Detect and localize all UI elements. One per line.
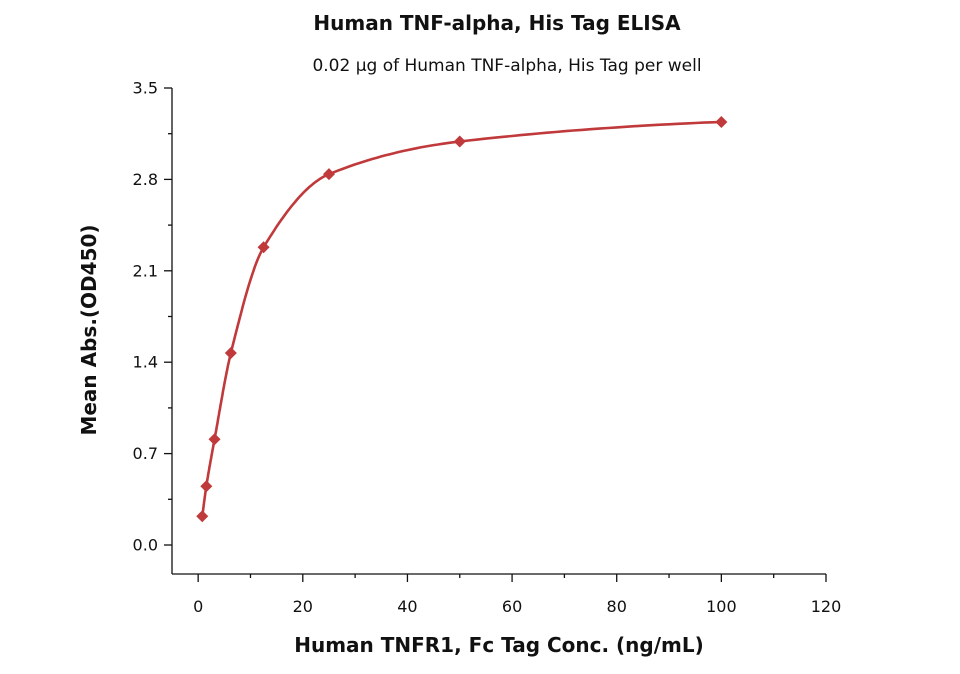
y-tick-label: 2.1 (133, 261, 158, 280)
y-axis-ticks: 0.0 0.7 1.4 2.1 2.8 3.5 (133, 79, 172, 555)
data-point (200, 480, 213, 493)
data-points (196, 115, 728, 523)
x-tick-label: 120 (811, 597, 842, 616)
data-point (208, 433, 221, 446)
x-tick-label: 40 (397, 597, 417, 616)
data-point (453, 135, 466, 148)
chart-title: Human TNF-alpha, His Tag ELISA (313, 11, 681, 35)
data-point (196, 510, 209, 523)
y-tick-label: 0.0 (133, 536, 158, 555)
x-tick-label: 80 (607, 597, 627, 616)
data-point (257, 241, 270, 254)
data-point (224, 347, 237, 360)
y-tick-label: 3.5 (133, 79, 158, 98)
x-tick-label: 60 (502, 597, 522, 616)
x-tick-label: 20 (293, 597, 313, 616)
fit-curve (200, 120, 722, 517)
data-point (322, 168, 335, 181)
y-axis-label: Mean Abs.(OD450) (77, 224, 101, 435)
data-point (715, 115, 728, 128)
chart-subtitle: 0.02 µg of Human TNF-alpha, His Tag per … (312, 56, 701, 76)
x-axis-ticks: 0 20 40 60 80 100 120 (193, 574, 841, 616)
y-tick-label: 0.7 (133, 444, 158, 463)
x-tick-label: 100 (706, 597, 737, 616)
y-tick-label: 2.8 (133, 170, 158, 189)
x-tick-label: 0 (193, 597, 203, 616)
x-axis-label: Human TNFR1, Fc Tag Conc. (ng/mL) (294, 633, 704, 657)
y-tick-label: 1.4 (133, 353, 158, 372)
